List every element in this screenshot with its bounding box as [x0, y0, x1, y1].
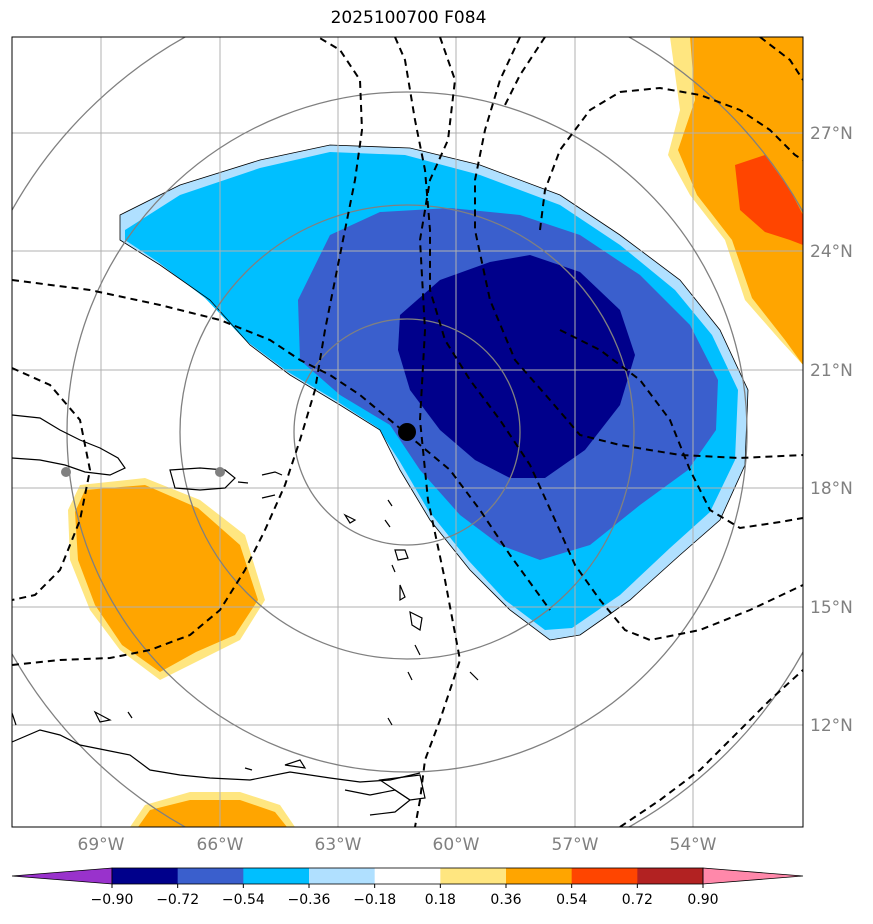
lon-label: 54°W [670, 835, 717, 855]
coastlines [12, 414, 479, 816]
colorbar-extend-high [702, 867, 804, 885]
colorbar-tick-label: 0.72 [622, 892, 653, 908]
contour-outline [119, 144, 749, 641]
anomaly-orange-sw [75, 485, 258, 672]
colorbar-tick-label: 0.18 [425, 892, 456, 908]
lon-label: 57°W [552, 835, 599, 855]
colorbar-segment [440, 868, 507, 884]
colorbar-tick-label: −0.36 [288, 892, 331, 908]
lon-label: 66°W [197, 835, 244, 855]
gridlines [12, 37, 803, 827]
colorbar-segment [309, 868, 376, 884]
colorbar-tick-label: 0.36 [490, 892, 521, 908]
colorbar-tick-label: −0.54 [222, 892, 265, 908]
colorbar: −0.90 −0.72 −0.54 −0.36 −0.18 0.18 0.36 0.54 0.7… [11, 867, 804, 908]
lat-label: 21°N [810, 361, 853, 381]
lat-label: 24°N [810, 242, 853, 262]
lat-label: 12°N [810, 716, 853, 736]
lat-label: 18°N [810, 479, 853, 499]
colorbar-tick-label: 0.90 [687, 892, 718, 908]
colorbar-segment [243, 868, 310, 884]
lat-labels: 27°N 24°N 21°N 18°N 15°N 12°N [810, 124, 853, 736]
colorbar-segment [374, 868, 441, 884]
map-area [12, 37, 803, 827]
anomaly-dark-blue [398, 255, 635, 478]
colorbar-extend-low [11, 867, 113, 885]
colorbar-tick-label: −0.72 [156, 892, 199, 908]
dashed-contours [12, 37, 803, 827]
anomaly-red-ne [735, 155, 803, 245]
colorbar-segment [506, 868, 573, 884]
lon-labels: 69°W 66°W 63°W 60°W 57°W 54°W [78, 835, 717, 855]
lat-label: 27°N [810, 124, 853, 144]
range-rings [12, 37, 803, 827]
map-title: 2025100700 F084 [330, 8, 487, 28]
lon-label: 63°W [315, 835, 362, 855]
city-dot-west [61, 467, 71, 477]
colorbar-tick-label: −0.90 [91, 892, 134, 908]
lat-label: 15°N [810, 598, 853, 618]
anomaly-orange-s [138, 800, 287, 827]
colorbar-segment [637, 868, 704, 884]
city-dot-east [215, 467, 225, 477]
colorbar-segment [571, 868, 638, 884]
map-frame [11, 36, 804, 828]
colorbar-border [111, 867, 704, 885]
colorbar-segment [177, 868, 244, 884]
colorbar-tick-label: −0.18 [353, 892, 396, 908]
lon-label: 69°W [78, 835, 125, 855]
colorbar-tick-label: 0.54 [556, 892, 587, 908]
colorbar-segment [112, 868, 179, 884]
lon-label: 60°W [433, 835, 480, 855]
storm-center-marker [398, 423, 416, 441]
